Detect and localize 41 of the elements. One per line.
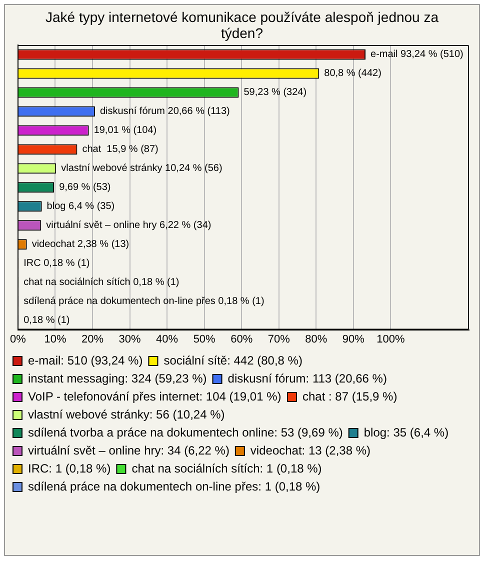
legend-label: chat na sociálních sítích: 1 (0,18 %) xyxy=(132,461,322,476)
legend-label: VoIP - telefonování přes internet: 104 (19,01 %) xyxy=(28,389,282,404)
legend-label: IRC: 1 (0,18 %) xyxy=(28,461,111,476)
legend-label: blog: 35 (6,4 %) xyxy=(364,425,449,440)
data-label: 80,8 % (442) xyxy=(324,68,382,80)
data-label: 0,18 % (1) xyxy=(24,315,70,326)
legend-label: vlastní webové stránky: 56 (10,24 %) xyxy=(28,407,225,422)
x-tick-label: 40% xyxy=(156,333,178,346)
legend-label: virtuální svět – online hry: 34 (6,22 %) xyxy=(28,443,230,458)
legend-label: chat : 87 (15,9 %) xyxy=(302,389,398,404)
data-label: chat na sociálních sítích 0,18 % (1) xyxy=(24,277,180,288)
chart-title: Jaké typy internetové komunikace používáte alespoň jednou za týden? xyxy=(44,8,440,43)
data-label: blog 6,4 % (35) xyxy=(46,201,115,212)
legend-label: sdílená práce na dokumentech on-line přes: 1 (0,18 %) xyxy=(28,479,320,494)
data-label: 9,69 % (53) xyxy=(59,182,111,194)
data-label: 59,23 % (324) xyxy=(244,87,307,98)
x-tick-label: 90% xyxy=(342,333,365,346)
x-tick-label: 80% xyxy=(305,333,328,346)
x-tick-label: 50% xyxy=(193,333,216,346)
data-label: chat 15,9 % (87) xyxy=(82,144,158,156)
x-tick-label: 60% xyxy=(230,333,253,346)
x-tick-label: 70% xyxy=(268,333,290,346)
legend-label: videochat: 13 (2,38 %) xyxy=(250,443,371,458)
data-label: videochat 2,38 % (13) xyxy=(32,239,130,250)
legend-label: sdílená tvorba a práce na dokumentech online: 53 (9,69 %) xyxy=(28,425,343,440)
legend-label: e-mail: 510 (93,24 %) xyxy=(28,353,143,368)
x-tick-label: 100% xyxy=(376,333,405,346)
data-label: e-mail 93,24 % (510) xyxy=(370,49,464,60)
data-label: IRC 0,18 % (1) xyxy=(24,258,90,270)
x-tick-label: 10% xyxy=(44,333,66,346)
data-label: vlastní webové stránky 10,24 % (56) xyxy=(61,163,222,174)
data-label: virtuální svět – online hry 6,22 % (34) xyxy=(46,220,212,232)
data-label: sdílená práce na dokumentech on-line přes 0,18 % (1) xyxy=(24,296,264,308)
legend-label: sociální sítě: 442 (80,8 %) xyxy=(164,353,302,368)
legend-label: instant messaging: 324 (59,23 %) xyxy=(28,371,207,386)
x-tick-label: 0% xyxy=(10,333,26,346)
data-label: 19,01 % (104) xyxy=(94,125,157,136)
x-tick-label: 30% xyxy=(118,333,141,346)
x-tick-label: 20% xyxy=(81,333,104,346)
data-label: diskusní fórum 20,66 % (113) xyxy=(100,106,230,118)
legend-label: diskusní fórum: 113 (20,66 %) xyxy=(228,371,387,386)
